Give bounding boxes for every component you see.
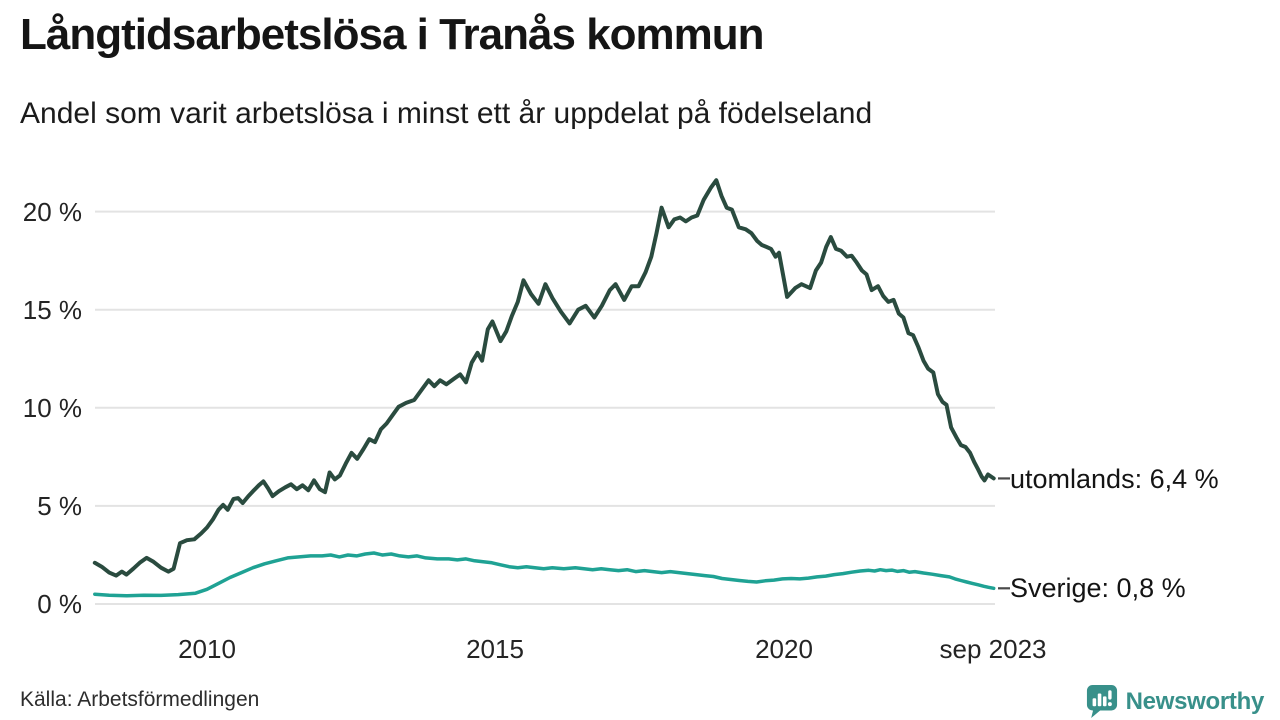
newsworthy-logo: Newsworthy: [1086, 684, 1264, 719]
newsworthy-wordmark: Newsworthy: [1125, 687, 1265, 715]
page-title: Långtidsarbetslösa i Tranås kommun: [20, 10, 765, 59]
end-label-leader-ticks: [998, 477, 1010, 590]
x-tick-label-2015: 2015: [466, 634, 524, 664]
y-tick-label-0: 0 %: [37, 589, 82, 619]
y-tick-label-20: 20 %: [22, 197, 82, 227]
source-note: Källa: Arbetsförmedlingen: [20, 688, 260, 711]
y-tick-label-10: 10 %: [22, 393, 82, 423]
newsworthy-bubble-chart-icon: [1086, 684, 1118, 719]
series-line-Sverige: [93, 551, 996, 598]
x-tick-label-sep2023: sep 2023: [939, 634, 1047, 664]
y-tick-label-15: 15 %: [22, 295, 82, 325]
series-label-sverige: Sverige: 0,8 %: [1010, 573, 1186, 603]
y-tick-label-5: 5 %: [37, 491, 82, 521]
gridlines: [95, 210, 995, 605]
x-tick-label-2010: 2010: [178, 634, 236, 664]
x-tick-label-2020: 2020: [755, 634, 813, 664]
series-label-utomlands: utomlands: 6,4 %: [1010, 464, 1219, 494]
series-line-utomlands: [92, 178, 996, 578]
chart-series: [92, 178, 996, 598]
chart-subtitle: Andel som varit arbetslösa i minst ett å…: [20, 97, 873, 130]
